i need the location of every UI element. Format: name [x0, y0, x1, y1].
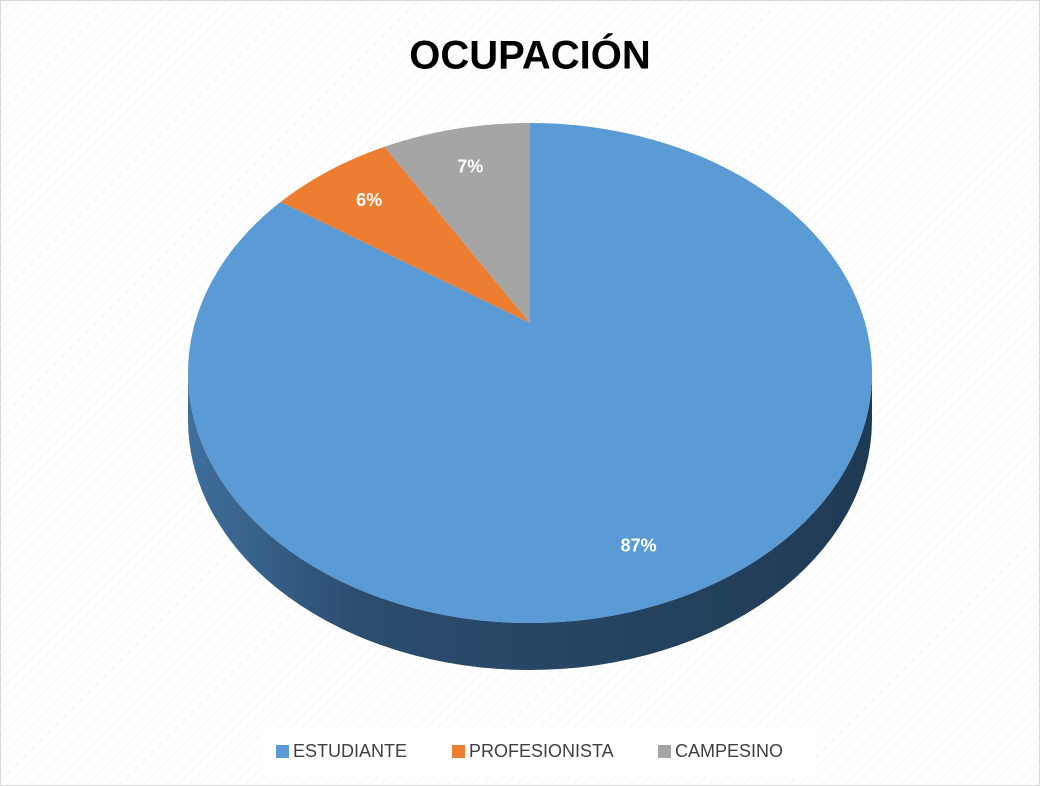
pie: 87% 6% 7%: [187, 123, 872, 670]
legend-swatch: [452, 745, 465, 758]
data-label: 7%: [457, 157, 483, 177]
pie-slice: [280, 146, 530, 323]
legend-label: CAMPESINO: [675, 741, 783, 761]
chart-title: OCUPACIÓN: [409, 32, 650, 78]
pie-slice: [384, 123, 530, 323]
legend-label: PROFESIONISTA: [469, 741, 614, 761]
legend-swatch: [658, 745, 671, 758]
pie-slice: [187, 123, 872, 623]
legend-label: ESTUDIANTE: [293, 741, 407, 761]
legend-background: [262, 730, 816, 774]
data-label: 6%: [356, 190, 382, 210]
pie-side: [188, 373, 872, 670]
legend-swatch: [276, 745, 289, 758]
data-label: 87%: [621, 535, 657, 555]
legend: ESTUDIANTE PROFESIONISTA CAMPESINO: [276, 741, 783, 761]
